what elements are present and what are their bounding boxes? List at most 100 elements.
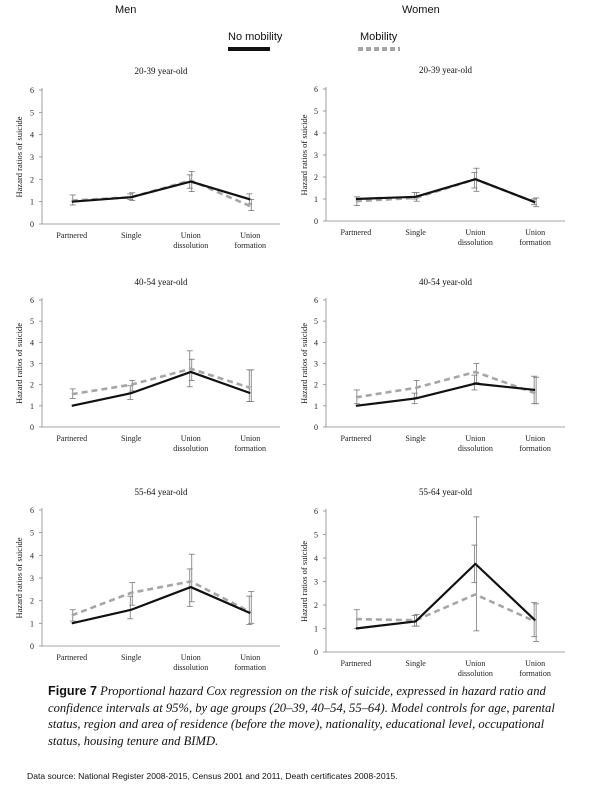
- y-tick-label: 2: [30, 597, 34, 606]
- chart-panel-5: 0 1 2 3 4 5 6 55-64 year-old Hazard ratios of su…: [299, 487, 565, 678]
- legend-label-no-mobility: No mobility: [228, 31, 283, 43]
- y-tick-label: 1: [314, 402, 318, 411]
- y-tick-label: 3: [314, 578, 318, 587]
- y-tick-label: 1: [314, 195, 318, 204]
- series-line-no-mobility: [71, 180, 251, 203]
- series-line-mobility: [355, 370, 536, 399]
- y-tick-label: 6: [314, 296, 318, 305]
- chart-panel-4: 0 1 2 3 4 5 6 55-64 year-old Hazard ratios of su…: [14, 487, 280, 672]
- y-tick-label: 2: [314, 173, 318, 182]
- figure-label: Figure 7: [48, 684, 97, 698]
- x-tick-label: Single: [121, 653, 142, 662]
- y-tick-label: 3: [30, 153, 34, 162]
- y-tick-label: 1: [30, 619, 34, 628]
- y-tick-label: 6: [314, 85, 318, 94]
- y-tick-label: 6: [30, 506, 34, 515]
- x-tick-label: Partnered: [341, 228, 372, 237]
- y-tick-label: 0: [30, 220, 34, 229]
- y-axis-label: Hazard ratios of suicide: [14, 323, 24, 404]
- x-tick-label: Union dissolution: [458, 434, 493, 453]
- x-tick-label: Single: [121, 434, 142, 443]
- y-axis-label: Hazard ratios of suicide: [299, 323, 309, 404]
- y-tick-label: 3: [314, 151, 318, 160]
- series-line-mobility: [71, 580, 251, 617]
- chart-title: 40-54 year-old: [419, 277, 473, 287]
- y-tick-label: 6: [314, 507, 318, 516]
- figure-caption: Figure 7 Proportional hazard Cox regress…: [48, 683, 568, 749]
- data-source-note: Data source: National Register 2008-2015…: [27, 771, 398, 781]
- chart-title: 55-64 year-old: [134, 487, 188, 497]
- y-tick-label: 2: [314, 381, 318, 390]
- error-bar-no-mobility: [246, 369, 253, 403]
- y-tick-label: 2: [314, 601, 318, 610]
- x-tick-label: Union dissolution: [458, 228, 493, 247]
- x-tick-label: Single: [405, 659, 426, 668]
- error-bar-no-mobility: [127, 595, 134, 620]
- x-tick-label: Partnered: [56, 231, 87, 240]
- x-tick-label: Union dissolution: [173, 653, 208, 672]
- x-tick-label: Partnered: [341, 434, 372, 443]
- y-tick-label: 4: [314, 129, 318, 138]
- chart-title: 20-39 year-old: [134, 66, 188, 76]
- x-tick-label: Union formation: [234, 653, 266, 672]
- y-tick-label: 4: [30, 338, 34, 347]
- x-tick-label: Partnered: [56, 653, 87, 662]
- x-tick-label: Union dissolution: [173, 231, 208, 250]
- x-tick-label: Single: [405, 228, 426, 237]
- y-tick-label: 2: [30, 381, 34, 390]
- series-line-no-mobility: [355, 382, 536, 407]
- series-line-no-mobility: [71, 370, 251, 407]
- chart-title: 55-64 year-old: [419, 487, 473, 497]
- y-axis-label: Hazard ratios of suicide: [14, 116, 24, 197]
- chart-title: 20-39 year-old: [419, 65, 473, 75]
- chart-grid: 0 1 2 3 4 5 6 20-39 year-old Hazard ratios of su…: [14, 65, 565, 678]
- y-tick-label: 4: [30, 551, 34, 560]
- legend: No mobility Mobility: [0, 0, 593, 60]
- y-axis-label: Hazard ratios of suicide: [299, 541, 309, 622]
- y-tick-label: 4: [30, 131, 34, 140]
- x-tick-label: Single: [405, 434, 426, 443]
- figure-caption-text: Proportional hazard Cox regression on th…: [48, 684, 555, 748]
- chart-panel-1: 0 1 2 3 4 5 6 20-39 year-old Hazard ratios of su…: [299, 65, 565, 247]
- x-tick-label: Union dissolution: [458, 659, 493, 678]
- legend-label-mobility: Mobility: [360, 31, 398, 43]
- y-tick-label: 5: [314, 107, 318, 116]
- y-tick-label: 4: [314, 554, 318, 563]
- x-tick-label: Union formation: [519, 228, 551, 247]
- y-tick-label: 1: [30, 198, 34, 207]
- y-tick-label: 0: [314, 648, 318, 657]
- y-tick-label: 6: [30, 86, 34, 95]
- series-line-no-mobility: [71, 585, 251, 625]
- y-tick-label: 6: [30, 296, 34, 305]
- series-line-no-mobility: [355, 178, 536, 204]
- column-heading-women: Women: [402, 4, 440, 16]
- x-tick-label: Union formation: [234, 434, 266, 453]
- y-tick-label: 5: [314, 317, 318, 326]
- legend-swatch-no-mobility: [228, 47, 270, 51]
- y-tick-label: 0: [30, 642, 34, 651]
- y-axis-label: Hazard ratios of suicide: [14, 537, 24, 618]
- series-line-no-mobility: [355, 562, 536, 630]
- y-tick-label: 1: [314, 625, 318, 634]
- y-tick-label: 4: [314, 338, 318, 347]
- x-tick-label: Union formation: [519, 659, 551, 678]
- x-tick-label: Union formation: [234, 231, 266, 250]
- series-line-mobility: [71, 367, 251, 396]
- error-bar-no-mobility: [246, 595, 253, 625]
- y-axis-label: Hazard ratios of suicide: [299, 114, 309, 195]
- legend-swatch-mobility: [358, 47, 400, 51]
- series-line-mobility: [355, 593, 536, 623]
- y-tick-label: 3: [30, 360, 34, 369]
- x-tick-label: Partnered: [56, 434, 87, 443]
- y-tick-label: 0: [314, 423, 318, 432]
- chart-panel-0: 0 1 2 3 4 5 6 20-39 year-old Hazard ratios of su…: [14, 66, 280, 250]
- chart-title: 40-54 year-old: [134, 277, 188, 287]
- y-tick-label: 3: [314, 360, 318, 369]
- y-tick-label: 5: [30, 529, 34, 538]
- x-tick-label: Union dissolution: [173, 434, 208, 453]
- y-tick-label: 1: [30, 402, 34, 411]
- y-tick-label: 5: [30, 108, 34, 117]
- x-tick-label: Union formation: [519, 434, 551, 453]
- series-line-mobility: [71, 179, 251, 208]
- y-tick-label: 2: [30, 175, 34, 184]
